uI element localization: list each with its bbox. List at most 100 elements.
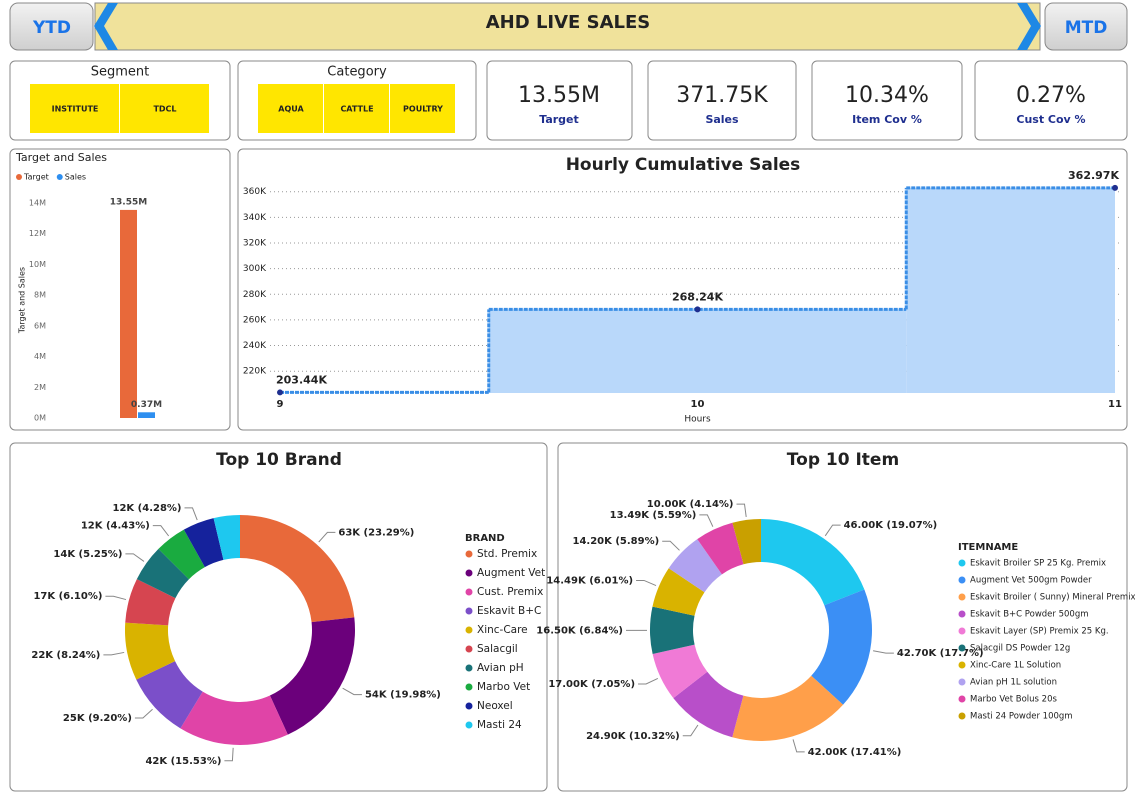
legend-swatch — [465, 588, 473, 596]
leader-line — [824, 524, 841, 537]
slicer-option-label[interactable]: CATTLE — [340, 105, 373, 114]
donut-slice — [761, 519, 865, 606]
point — [277, 389, 283, 396]
x-tick-label: 10 — [691, 399, 705, 410]
donut-slice — [213, 515, 240, 560]
legend-swatch — [958, 661, 966, 669]
leader-line — [792, 739, 805, 753]
legend-swatch — [958, 712, 966, 720]
data-label: 17.00K (7.05%) — [548, 679, 635, 690]
data-label: 268.24K — [672, 290, 723, 303]
kpi-value: 371.75K — [676, 83, 768, 108]
slicer-option[interactable] — [258, 84, 323, 133]
legend-swatch — [465, 626, 473, 634]
data-label: 0.37M — [131, 400, 162, 410]
leader-line — [224, 747, 234, 762]
y-tick-label: 300K — [243, 264, 267, 274]
ytd-button[interactable] — [9, 2, 94, 51]
donut-slice — [136, 548, 189, 599]
donut-slice — [136, 661, 203, 729]
donut-slice — [240, 515, 355, 623]
legend-swatch — [465, 645, 473, 653]
slicer-option-label[interactable]: TDCL — [153, 105, 176, 114]
right-chevron — [1017, 3, 1041, 50]
legend-label: Avian pH — [477, 662, 524, 674]
legend-swatch — [465, 664, 473, 672]
legend-label: Masti 24 — [477, 719, 522, 731]
donut-slice — [158, 529, 205, 580]
slicer-option-label[interactable]: AQUA — [278, 105, 304, 114]
legend-label: Std. Premix — [477, 548, 537, 560]
legend-label: Eskavit B+C Powder 500gm — [970, 610, 1089, 620]
data-label: 54K (19.98%) — [365, 690, 441, 701]
legend-swatch — [16, 174, 22, 180]
legend-label: Augment Vet 500gm Powder — [970, 576, 1092, 586]
chart-title: Top 10 Item — [787, 450, 899, 470]
ytd-label[interactable]: YTD — [32, 18, 71, 38]
data-label: 17K (6.10%) — [33, 591, 102, 602]
y-tick-label: 320K — [243, 238, 267, 248]
y-tick-label: 0M — [34, 414, 46, 423]
legend-label: Eskavit Broiler SP 25 Kg. Premix — [970, 559, 1106, 569]
legend-label: Xinc-Care — [477, 624, 528, 636]
kpi-label: Item Cov % — [852, 113, 922, 126]
donut-slice — [183, 518, 224, 568]
donut-slice — [811, 589, 872, 705]
chart-title: Hourly Cumulative Sales — [566, 155, 801, 175]
donut-slice — [125, 622, 176, 680]
donut-slice — [269, 617, 355, 735]
legend-label: Xinc-Care 1L Solution — [970, 661, 1061, 671]
header-bar — [94, 2, 1041, 51]
data-label: 10.00K (4.14%) — [647, 499, 734, 510]
leader-line — [342, 687, 362, 696]
slicer-option-label[interactable]: POULTRY — [403, 105, 443, 114]
data-label: 362.97K — [1068, 169, 1119, 182]
kpi-card — [974, 60, 1128, 141]
x-tick-label: 9 — [277, 399, 284, 410]
slicer-option[interactable] — [120, 84, 209, 133]
slicer-option-label[interactable]: INSTITUTE — [52, 105, 99, 114]
donut-slice — [697, 522, 744, 575]
legend-swatch — [958, 627, 966, 635]
legend-label: Marbo Vet Bolus 20s — [970, 695, 1057, 705]
y-tick-label: 6M — [34, 321, 46, 330]
legend-label: Cust. Premix — [477, 586, 543, 598]
mtd-label[interactable]: MTD — [1065, 18, 1108, 38]
left-chevron — [94, 3, 118, 50]
legend-swatch — [958, 593, 966, 601]
legend-label: Avian pH 1L solution — [970, 678, 1057, 688]
legend-label: Salacgil — [477, 643, 518, 655]
leader-line — [105, 595, 127, 601]
donut-slice — [652, 568, 705, 616]
slicer-title: Category — [327, 65, 387, 80]
slicer-option[interactable] — [324, 84, 389, 133]
x-axis-label: Hours — [684, 415, 711, 425]
legend-swatch — [958, 644, 966, 652]
donut-slice — [650, 606, 695, 654]
slicer-option[interactable] — [30, 84, 119, 133]
brand-panel — [9, 442, 548, 792]
leader-line — [736, 503, 747, 518]
legend-swatch — [958, 559, 966, 567]
legend-label: Marbo Vet — [477, 681, 530, 693]
leader-line — [134, 708, 153, 719]
mtd-button[interactable] — [1044, 2, 1128, 51]
legend-swatch — [465, 721, 473, 729]
leader-line — [318, 531, 336, 543]
legend-swatch — [958, 576, 966, 584]
slicer-option[interactable] — [390, 84, 455, 133]
legend-swatch — [465, 607, 473, 615]
data-label: 14.20K (5.89%) — [572, 536, 659, 547]
kpi-label: Target — [539, 113, 579, 126]
kpi-value: 13.55M — [518, 83, 600, 108]
data-label: 14.49K (6.01%) — [546, 575, 633, 586]
legend-swatch — [958, 695, 966, 703]
y-tick-label: 340K — [243, 213, 267, 223]
data-label: 22K (8.24%) — [31, 650, 100, 661]
legend-label: Augment Vet — [477, 567, 545, 579]
donut-slice — [732, 675, 844, 741]
legend-title: BRAND — [465, 533, 505, 544]
chart-title: Target and Sales — [15, 151, 107, 164]
leader-line — [662, 540, 680, 551]
